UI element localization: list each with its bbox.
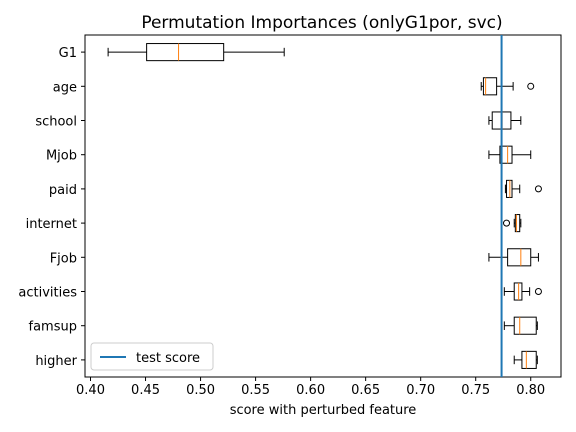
x-tick-label: 0.75 xyxy=(461,383,490,398)
box-plots xyxy=(107,43,542,369)
x-tick-label: 0.60 xyxy=(296,383,325,398)
y-tick-label: G1 xyxy=(59,46,77,61)
box-iqr xyxy=(499,145,513,164)
x-tick-label: 0.50 xyxy=(186,383,215,398)
x-tick-label: 0.80 xyxy=(516,383,545,398)
outlier-point xyxy=(503,219,511,227)
box-iqr xyxy=(507,248,532,267)
box-plot-g1 xyxy=(107,43,285,62)
box-plot-activities xyxy=(503,282,542,301)
box-plot-famsup xyxy=(503,316,538,335)
x-tick-label: 0.40 xyxy=(76,383,105,398)
legend: test score xyxy=(90,342,214,371)
box-iqr xyxy=(513,282,523,301)
box-iqr xyxy=(514,214,521,233)
y-tick-label: paid xyxy=(49,183,77,198)
outlier-point xyxy=(527,82,535,90)
box-iqr xyxy=(482,77,498,96)
y-tick-label: school xyxy=(35,115,77,130)
y-tick-label: activities xyxy=(18,286,77,301)
x-axis-label: score with perturbed feature xyxy=(230,403,417,418)
y-tick-label: Fjob xyxy=(50,251,77,266)
legend-test-score-label: test score xyxy=(136,351,200,366)
box-plot-fjob xyxy=(488,248,539,267)
x-tick-label: 0.70 xyxy=(406,383,435,398)
y-tick-label: Mjob xyxy=(46,149,77,164)
box-plot-mjob xyxy=(488,145,532,164)
y-axis: G1 age school Mjob paid internet Fjob activitie… xyxy=(18,46,85,369)
chart-title: Permutation Importances (onlyG1por, svc) xyxy=(141,13,502,33)
y-tick-label: famsup xyxy=(29,320,77,335)
y-tick-label: higher xyxy=(35,354,77,369)
legend-frame xyxy=(90,342,214,371)
outlier-point xyxy=(534,185,542,193)
y-tick-label: internet xyxy=(26,217,77,232)
x-axis: 0.40 0.45 0.50 0.55 0.60 0.65 0.70 0.75 0.80 xyxy=(76,377,545,398)
box-plot-age xyxy=(480,77,535,96)
y-tick-label: age xyxy=(53,80,77,95)
outlier-point xyxy=(534,288,542,295)
plot-area xyxy=(84,34,562,378)
x-tick-label: 0.55 xyxy=(241,383,270,398)
x-tick-label: 0.65 xyxy=(351,383,380,398)
box-plot-higher xyxy=(513,350,538,369)
box-iqr xyxy=(146,43,225,62)
box-plot-paid xyxy=(504,179,542,198)
box-iqr xyxy=(506,179,513,198)
box-iqr xyxy=(521,350,537,369)
box-plot-internet xyxy=(503,214,522,233)
x-tick-label: 0.45 xyxy=(131,383,160,398)
box-iqr xyxy=(513,316,537,335)
